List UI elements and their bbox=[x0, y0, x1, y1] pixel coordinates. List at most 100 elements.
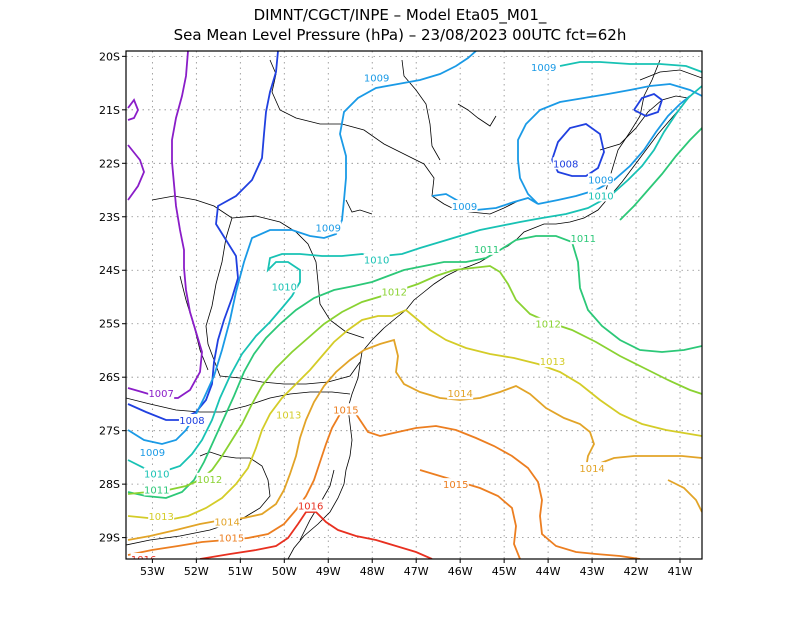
isobar-1015 bbox=[127, 406, 641, 559]
contour-label: 1011 bbox=[571, 234, 596, 245]
border-west bbox=[151, 195, 233, 219]
contour-label-bg bbox=[130, 553, 157, 559]
contour-label: 1007 bbox=[148, 389, 173, 400]
chart-title-line2: Sea Mean Level Pressure (hPa) – 23/08/20… bbox=[173, 26, 627, 44]
x-tick-label: 46W bbox=[448, 565, 473, 578]
contour-label: 1015 bbox=[443, 480, 468, 491]
contour-label-bg bbox=[363, 71, 390, 84]
river-interior bbox=[457, 103, 497, 127]
y-tick-labels: 20S 21S 22S 23S 24S 25S 26S 27S 28S 29S bbox=[99, 50, 126, 545]
state-border-rs-sc bbox=[126, 391, 351, 413]
border-mg-es bbox=[605, 59, 661, 191]
contour-label-bg bbox=[196, 472, 223, 485]
isobar-1007 bbox=[127, 51, 203, 399]
x-tick-label: 41W bbox=[668, 565, 693, 578]
y-tick-label: 29S bbox=[99, 532, 120, 545]
contour-label-bg bbox=[579, 462, 606, 475]
y-tick-label: 20S bbox=[99, 50, 120, 63]
contour-label: 1009 bbox=[316, 223, 341, 234]
contour-label: 1010 bbox=[144, 469, 169, 480]
contour-label: 1013 bbox=[276, 411, 301, 422]
border-rj-es bbox=[599, 95, 689, 151]
x-tick-label: 44W bbox=[536, 565, 561, 578]
contour-label-bg bbox=[363, 253, 390, 266]
contour-label: 1014 bbox=[447, 389, 472, 400]
chart-title-line1: DIMNT/CGCT/INPE – Model Eta05_M01_ bbox=[253, 6, 547, 24]
contour-label-bg bbox=[297, 499, 324, 512]
y-tick-label: 27S bbox=[99, 425, 120, 438]
contour-label: 1008 bbox=[179, 416, 204, 427]
border-mg-north bbox=[401, 59, 441, 161]
y-tick-label: 22S bbox=[99, 157, 120, 170]
isobar-1008 bbox=[127, 51, 279, 421]
contour-label-bg bbox=[218, 531, 245, 544]
x-tick-label: 48W bbox=[360, 565, 385, 578]
contour-label-bg bbox=[442, 478, 469, 491]
isobar-1007-b bbox=[127, 144, 145, 201]
y-tick-label: 21S bbox=[99, 104, 120, 117]
contour-label: 1009 bbox=[364, 74, 389, 85]
coast-bay bbox=[345, 199, 373, 215]
contour-label-bg bbox=[530, 61, 557, 74]
isobar-1016 bbox=[199, 511, 433, 559]
contour-label-bg bbox=[143, 483, 170, 496]
x-tick-labels: 53W 52W 51W 50W 49W 48W 47W 46W 45W 44W 43W 42W 41W bbox=[140, 559, 693, 578]
contour-label-bg bbox=[332, 403, 359, 416]
isobar-1009-west bbox=[127, 51, 477, 445]
contour-label-bg bbox=[214, 515, 241, 528]
contour-label-bg bbox=[587, 189, 614, 202]
contour-label-bg bbox=[148, 510, 175, 523]
contour-label: 1010 bbox=[272, 282, 297, 293]
coastline bbox=[287, 85, 702, 559]
contour-labels: 1007 1008 1008 1009 1009 1009 1009 1009 1009 1010… bbox=[130, 61, 614, 566]
contour-label-bg bbox=[275, 408, 302, 421]
contour-label: 1012 bbox=[197, 475, 222, 486]
x-tick-label: 53W bbox=[140, 565, 165, 578]
isobar-1009-east-b bbox=[537, 95, 691, 205]
contour-label-bg bbox=[473, 242, 500, 255]
y-tick-label: 28S bbox=[99, 478, 120, 491]
contour-label-bg bbox=[587, 173, 614, 186]
contour-label: 1013 bbox=[148, 512, 173, 523]
isobar-1008-east bbox=[551, 123, 605, 177]
isobar-1010-b bbox=[559, 61, 702, 73]
border-ne bbox=[639, 69, 702, 81]
contour-label: 1013 bbox=[540, 357, 565, 368]
x-tick-label: 47W bbox=[404, 565, 429, 578]
x-tick-label: 49W bbox=[316, 565, 341, 578]
x-tick-label: 42W bbox=[624, 565, 649, 578]
contour-label: 1010 bbox=[364, 256, 389, 267]
y-tick-label: 26S bbox=[99, 371, 120, 384]
contour-label-bg bbox=[271, 280, 298, 293]
isobar-1007-c bbox=[127, 98, 139, 121]
x-tick-label: 45W bbox=[492, 565, 517, 578]
contour-label-bg bbox=[381, 285, 408, 298]
contour-label-bg bbox=[447, 387, 474, 400]
contour-label-bg bbox=[451, 200, 478, 213]
x-tick-label: 52W bbox=[184, 565, 209, 578]
contour-label-bg bbox=[148, 387, 175, 400]
isobar-1010 bbox=[127, 85, 702, 473]
contour-label-bg bbox=[539, 355, 566, 368]
y-tick-label: 24S bbox=[99, 264, 120, 277]
contour-label: 1015 bbox=[333, 405, 358, 416]
contour-label: 1016 bbox=[131, 555, 156, 566]
contour-label: 1012 bbox=[535, 320, 560, 331]
x-tick-label: 51W bbox=[228, 565, 253, 578]
plot-frame bbox=[125, 50, 703, 560]
x-tick-label: 50W bbox=[272, 565, 297, 578]
contour-label: 1009 bbox=[531, 63, 556, 74]
border-sp-mg bbox=[269, 59, 521, 215]
contour-label-bg bbox=[570, 232, 597, 245]
contour-label: 1015 bbox=[219, 534, 244, 545]
contour-label: 1016 bbox=[298, 502, 323, 513]
isobar-1014-b bbox=[667, 479, 702, 513]
contour-label: 1011 bbox=[474, 245, 499, 256]
isobar-1013 bbox=[127, 308, 702, 521]
contour-label: 1011 bbox=[144, 485, 169, 496]
contour-label: 1009 bbox=[140, 448, 165, 459]
contour-label: 1014 bbox=[214, 518, 239, 529]
contour-label: 1009 bbox=[452, 202, 477, 213]
contour-label: 1009 bbox=[588, 175, 613, 186]
contour-label: 1014 bbox=[579, 464, 604, 475]
